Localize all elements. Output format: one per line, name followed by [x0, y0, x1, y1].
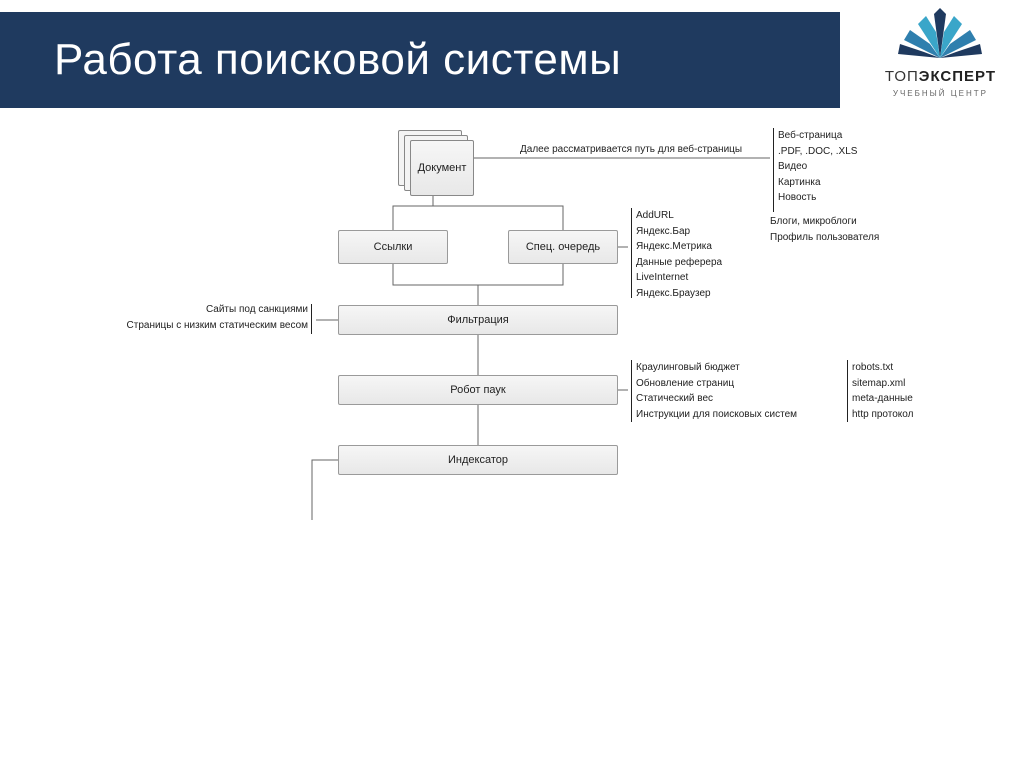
doc-path-label: Далее рассматривается путь для веб-стран…	[520, 144, 742, 155]
page-title: Работа поисковой системы	[54, 35, 621, 85]
brand-name: ТОПЭКСПЕРТ	[885, 68, 996, 85]
spider-right-list-item: Обновление страниц	[636, 376, 797, 392]
spider-far-right-list: robots.txtsitemap.xmlmeta-данныеhttp про…	[852, 360, 913, 422]
brand-logo: ТОПЭКСПЕРТ УЧЕБНЫЙ ЦЕНТР	[885, 8, 996, 98]
doc-types-list: Веб-страница.PDF, .DOC, .XLSВидеоКартинк…	[778, 128, 857, 206]
title-bar: Работа поисковой системы	[0, 12, 840, 108]
doc-types-list-item: Новость	[778, 190, 857, 206]
logo-icon	[895, 8, 985, 62]
filter-left-list-bracket	[311, 304, 312, 334]
doc-types-list-item: .PDF, .DOC, .XLS	[778, 144, 857, 160]
spider-right-list-bracket	[631, 360, 632, 422]
node-filter: Фильтрация	[338, 305, 618, 335]
slide: Работа поисковой системы ТОПЭКСПЕРТ УЧЕБ…	[0, 0, 1024, 767]
spider-far-right-list-item: meta-данные	[852, 391, 913, 407]
spider-right-list-item: Инструкции для поисковых систем	[636, 407, 797, 423]
queue-sources-list-item: AddURL	[636, 208, 722, 224]
node-links: Ссылки	[338, 230, 448, 264]
spider-far-right-list-item: sitemap.xml	[852, 376, 913, 392]
queue-sources-list-item: Данные реферера	[636, 255, 722, 271]
queue-sources-list-item: LiveInternet	[636, 270, 722, 286]
queue-sources-list-item: Яндекс.Бар	[636, 224, 722, 240]
spider-right-list-item: Краулинговый бюджет	[636, 360, 797, 376]
doc-types-extra-list-item: Профиль пользователя	[770, 230, 879, 246]
doc-types-extra-list: Блоги, микроблогиПрофиль пользователя	[770, 214, 879, 245]
doc-types-list-item: Картинка	[778, 175, 857, 191]
spider-far-right-list-bracket	[847, 360, 848, 422]
node-document: Документ	[398, 130, 484, 196]
node-indexer: Индексатор	[338, 445, 618, 475]
doc-types-extra-list-item: Блоги, микроблоги	[770, 214, 879, 230]
queue-sources-list-bracket	[631, 208, 632, 298]
brand-subtitle: УЧЕБНЫЙ ЦЕНТР	[885, 89, 996, 98]
filter-left-list-item: Сайты под санкциями	[108, 302, 308, 318]
doc-types-list-item: Веб-страница	[778, 128, 857, 144]
brand-name-light: ТОП	[885, 68, 919, 85]
queue-sources-list-item: Яндекс.Метрика	[636, 239, 722, 255]
node-spider: Робот паук	[338, 375, 618, 405]
doc-types-list-bracket	[773, 128, 774, 212]
spider-far-right-list-item: http протокол	[852, 407, 913, 423]
spider-far-right-list-item: robots.txt	[852, 360, 913, 376]
filter-left-list: Сайты под санкциямиСтраницы с низким ста…	[108, 302, 308, 333]
spider-right-list-item: Статический вес	[636, 391, 797, 407]
spider-right-list: Краулинговый бюджетОбновление страницСта…	[636, 360, 797, 422]
diagram-canvas: Документ Ссылки Спец. очередь Фильтрация Роб…	[0, 120, 1024, 760]
node-document-label: Документ	[410, 140, 474, 196]
doc-types-list-item: Видео	[778, 159, 857, 175]
queue-sources-list: AddURLЯндекс.БарЯндекс.МетрикаДанные реф…	[636, 208, 722, 301]
filter-left-list-item: Страницы с низким статическим весом	[108, 318, 308, 334]
node-queue: Спец. очередь	[508, 230, 618, 264]
brand-name-bold: ЭКСПЕРТ	[919, 68, 996, 85]
queue-sources-list-item: Яндекс.Браузер	[636, 286, 722, 302]
